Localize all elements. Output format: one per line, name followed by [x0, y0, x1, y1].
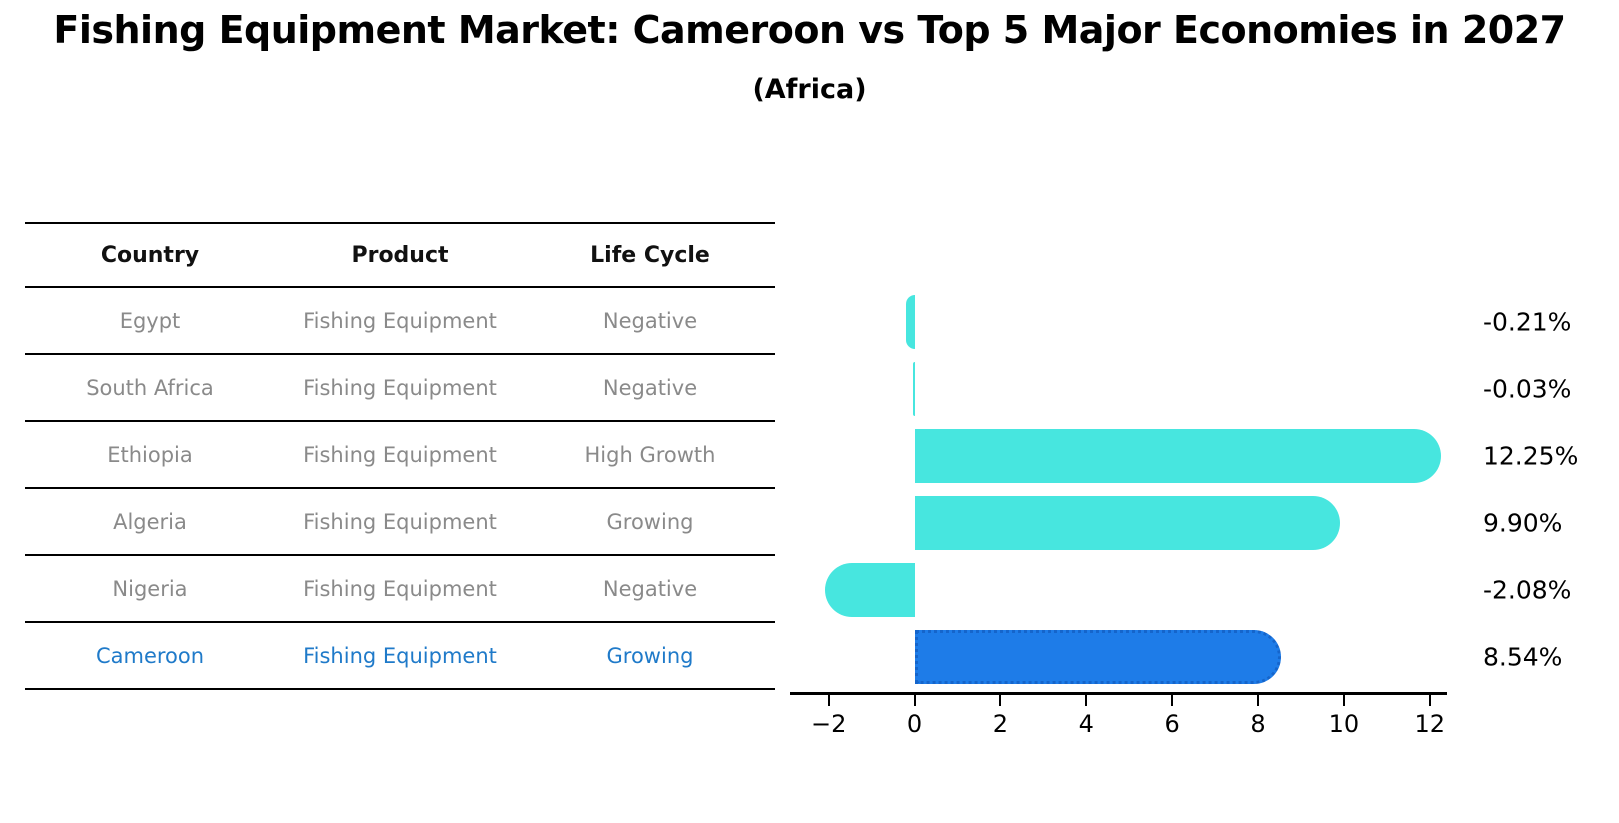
- x-axis-tick-label: 2: [992, 710, 1009, 738]
- x-axis-line: [790, 692, 1447, 695]
- cell-product: Fishing Equipment: [303, 643, 497, 668]
- x-axis-tick-label: −2: [810, 710, 847, 738]
- table-header-row: Country Product Life Cycle: [25, 222, 775, 288]
- x-axis-tick: [827, 695, 830, 706]
- cell-product: Fishing Equipment: [303, 375, 497, 400]
- x-axis-tick: [999, 695, 1002, 706]
- bar-south-africa: [913, 361, 915, 416]
- value-label-cameroon: 8.54%: [1483, 642, 1563, 671]
- cell-life-cycle: Growing: [606, 643, 694, 668]
- chart-subtitle: (Africa): [752, 74, 867, 105]
- cell-product: Fishing Equipment: [303, 308, 497, 333]
- x-axis-tick: [1428, 695, 1431, 706]
- x-axis-tick: [1171, 695, 1174, 706]
- value-label-south-africa: -0.03%: [1483, 374, 1572, 403]
- x-axis-tick: [913, 695, 916, 706]
- table-row-algeria: Algeria Fishing Equipment Growing: [25, 489, 775, 556]
- table-row-nigeria: Nigeria Fishing Equipment Negative: [25, 556, 775, 623]
- value-label-algeria: 9.90%: [1483, 508, 1563, 537]
- table-row-south-africa: South Africa Fishing Equipment Negative: [25, 355, 775, 422]
- cell-product: Fishing Equipment: [303, 509, 497, 534]
- cell-life-cycle: Negative: [602, 576, 698, 601]
- bar-algeria: [914, 495, 1340, 550]
- value-label-nigeria: -2.08%: [1483, 575, 1572, 604]
- cell-country: South Africa: [86, 375, 214, 400]
- x-axis-tick-label: 4: [1078, 710, 1094, 738]
- cell-life-cycle: Negative: [602, 375, 698, 400]
- value-label-ethiopia: 12.25%: [1483, 441, 1579, 470]
- x-axis-tick-label: 8: [1250, 710, 1266, 738]
- cell-country: Algeria: [113, 509, 187, 534]
- country-table: Country Product Life Cycle Egypt Fishing…: [25, 222, 775, 690]
- cell-life-cycle: Growing: [606, 509, 694, 534]
- cell-country: Cameroon: [95, 643, 205, 668]
- cell-product: Fishing Equipment: [303, 576, 497, 601]
- cell-country: Ethiopia: [107, 442, 193, 467]
- x-axis-tick-label: 12: [1414, 710, 1446, 738]
- cell-life-cycle: High Growth: [584, 442, 716, 467]
- table-row-ethiopia: Ethiopia Fishing Equipment High Growth: [25, 422, 775, 489]
- column-header-product: Product: [351, 242, 449, 268]
- cell-country: Nigeria: [112, 576, 188, 601]
- bar-chart: -0.21% -0.03% 12.25% 9.90% -2.08% 8.54% …: [790, 288, 1619, 823]
- x-axis-tick: [1085, 695, 1088, 706]
- x-axis-tick-label: 10: [1328, 710, 1360, 738]
- x-axis-tick-label: 0: [906, 710, 923, 738]
- table-row-egypt: Egypt Fishing Equipment Negative: [25, 288, 775, 355]
- bar-egypt: [905, 294, 915, 349]
- x-axis-tick: [1342, 695, 1345, 706]
- column-header-country: Country: [100, 242, 200, 268]
- x-axis-tick-label: 6: [1164, 710, 1180, 738]
- cell-country: Egypt: [119, 308, 181, 333]
- x-axis-tick: [1257, 695, 1260, 706]
- bar-nigeria: [825, 562, 915, 617]
- bar-cameroon: [914, 629, 1282, 684]
- column-header-life-cycle: Life Cycle: [590, 242, 710, 268]
- cell-life-cycle: Negative: [602, 308, 698, 333]
- bar-ethiopia: [914, 428, 1441, 483]
- chart-title: Fishing Equipment Market: Cameroon vs To…: [53, 8, 1566, 52]
- table-row-cameroon: Cameroon Fishing Equipment Growing: [25, 623, 775, 690]
- value-label-egypt: -0.21%: [1483, 307, 1572, 336]
- cell-product: Fishing Equipment: [303, 442, 497, 467]
